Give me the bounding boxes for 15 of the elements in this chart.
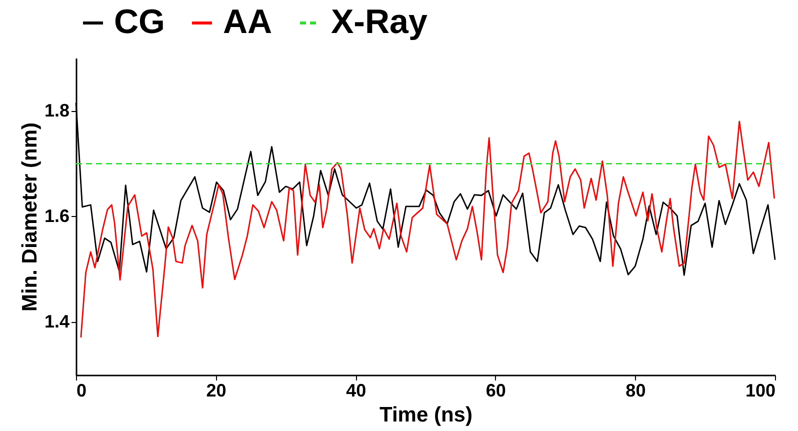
- x-tick-label: 100: [745, 380, 776, 400]
- y-tick-label: 1.4: [44, 312, 70, 332]
- y-tick-label: 1.6: [44, 206, 70, 226]
- line-series: [80, 120, 775, 338]
- x-tick-label: 60: [486, 380, 506, 400]
- legend-label: CG: [114, 3, 165, 41]
- x-axis-title: Time (ns): [380, 404, 472, 426]
- legend-label: AA: [223, 3, 272, 41]
- y-tick-label: 1.8: [44, 100, 70, 120]
- legend-label: X-Ray: [331, 3, 428, 41]
- y-axis-title: Min. Diameter (nm): [18, 122, 42, 312]
- x-tick-label: 20: [206, 380, 226, 400]
- x-tick-label: 40: [346, 380, 366, 400]
- x-tick-label: 80: [626, 380, 646, 400]
- x-tick-label: 0: [76, 380, 87, 400]
